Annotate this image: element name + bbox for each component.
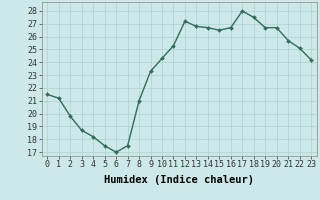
X-axis label: Humidex (Indice chaleur): Humidex (Indice chaleur) <box>104 175 254 185</box>
